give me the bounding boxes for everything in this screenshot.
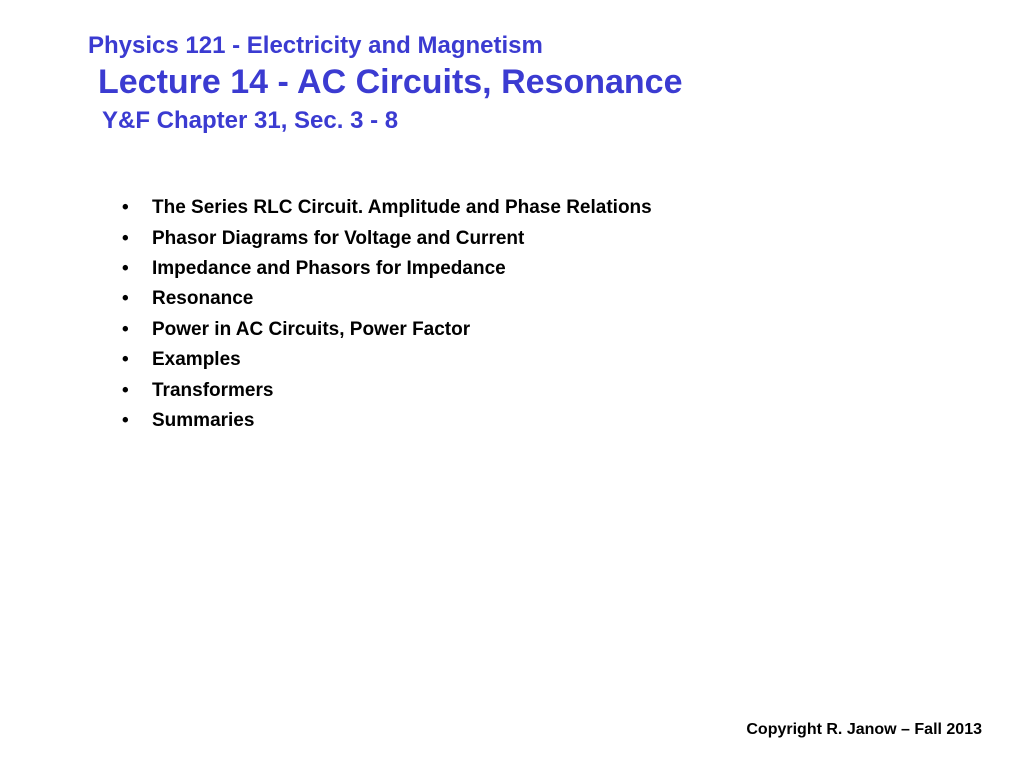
list-item: Resonance — [122, 284, 1020, 314]
copyright-footer: Copyright R. Janow – Fall 2013 — [746, 721, 982, 739]
list-item: Impedance and Phasors for Impedance — [122, 254, 1020, 284]
list-item: Phasor Diagrams for Voltage and Current — [122, 224, 1020, 254]
course-title: Physics 121 - Electricity and Magnetism — [88, 30, 1020, 61]
chapter-reference: Y&F Chapter 31, Sec. 3 - 8 — [88, 104, 1020, 138]
topic-list: The Series RLC Circuit. Amplitude and Ph… — [0, 193, 1020, 436]
list-item: Examples — [122, 345, 1020, 375]
list-item: Transformers — [122, 376, 1020, 406]
slide-header: Physics 121 - Electricity and Magnetism … — [0, 30, 1020, 137]
list-item: Power in AC Circuits, Power Factor — [122, 315, 1020, 345]
list-item: Summaries — [122, 406, 1020, 436]
lecture-title: Lecture 14 - AC Circuits, Resonance — [88, 61, 1020, 104]
list-item: The Series RLC Circuit. Amplitude and Ph… — [122, 193, 1020, 223]
